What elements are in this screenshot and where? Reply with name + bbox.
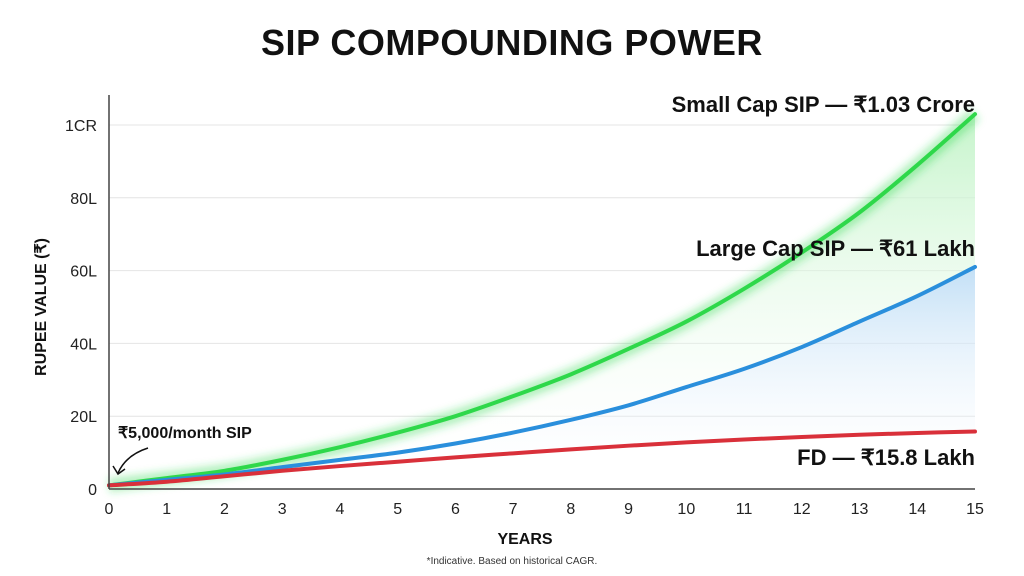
series-label-fd: FD — ₹15.8 Lakh [797,445,975,470]
x-tick-label: 15 [966,501,984,518]
x-tick-label: 3 [278,501,287,518]
footnote: *Indicative. Based on historical CAGR. [427,556,598,567]
y-tick-label: 1CR [65,118,97,135]
x-tick-label: 5 [393,501,402,518]
small-cap-area [109,114,975,486]
y-tick-label: 20L [70,409,97,426]
x-tick-label: 7 [509,501,518,518]
large-cap-area [109,266,975,486]
annotation-arrowhead-icon [112,465,126,476]
x-tick-label: 12 [793,501,811,518]
large-cap-line [107,264,977,488]
small-cap-line [107,112,977,488]
annotation-arrow-icon [117,447,149,474]
x-tick-label: 8 [566,501,575,518]
x-tick-label: 9 [624,501,633,518]
chart-title: SIP COMPOUNDING POWER [261,22,763,63]
x-tick-label: 6 [451,501,460,518]
x-tick-label: 14 [908,501,926,518]
y-tick-label: 0 [88,482,97,499]
x-tick-label: 11 [736,501,753,518]
sip-annotation: ₹5,000/month SIP [118,425,252,442]
x-tick-label: 0 [105,501,114,518]
y-tick-label: 80L [70,191,97,208]
fd-line [107,429,977,488]
x-tick-label: 2 [220,501,229,518]
x-axis-label: YEARS [497,531,552,548]
y-tick-label: 60L [70,264,97,281]
x-tick-label: 1 [162,501,171,518]
series-label-small-cap: Small Cap SIP — ₹1.03 Crore [672,92,975,117]
x-tick-label: 4 [335,501,344,518]
y-axis-label: RUPEE VALUE (₹) [33,238,50,376]
x-tick-label: 10 [677,501,695,518]
x-tick-label: 13 [851,501,869,518]
series-label-large-cap: Large Cap SIP — ₹61 Lakh [696,236,975,261]
y-tick-label: 40L [70,336,97,353]
